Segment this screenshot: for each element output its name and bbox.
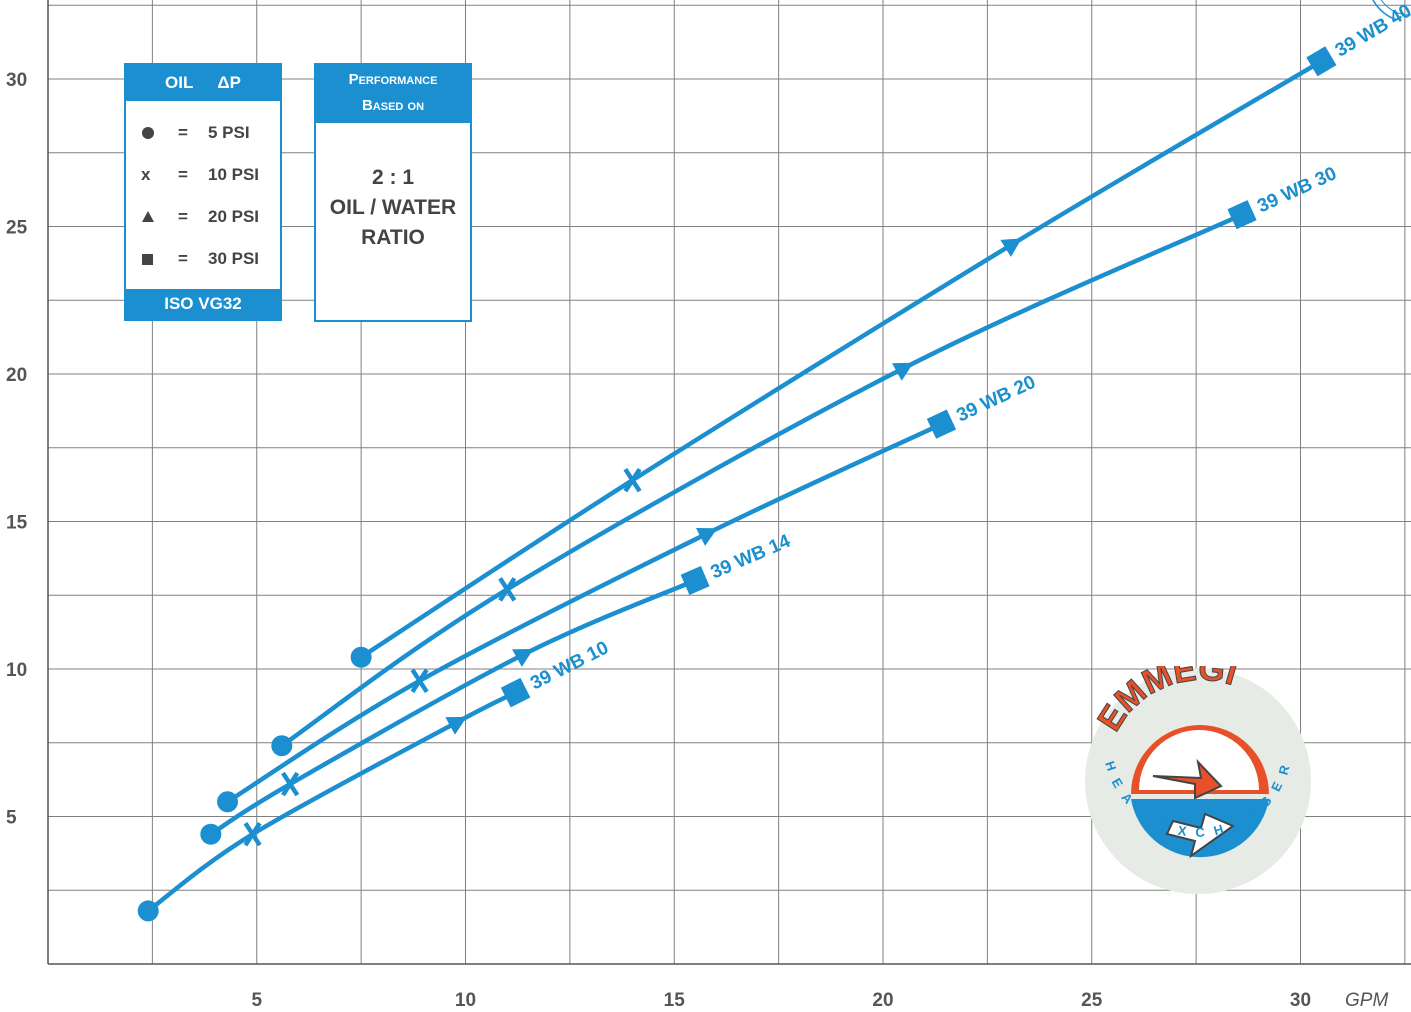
performance-header-line-1: Performance — [348, 71, 438, 88]
point-circle — [217, 791, 239, 813]
performance-body: 2 : 1 OIL / WATER RATIO — [316, 123, 470, 253]
x-tick-label: 25 — [1081, 990, 1103, 1011]
square-marker-icon — [142, 254, 153, 265]
performance-oil-water: OIL / WATER — [329, 196, 457, 219]
series-label: 39 WB 14 — [708, 531, 794, 584]
emmegi-logo: EMMEGI HEAT-EXCHANGERS — [1074, 649, 1313, 896]
legend-label-10psi: 10 PSI — [208, 165, 260, 184]
point-triangle — [695, 528, 718, 546]
x-tick-label: 10 — [455, 990, 476, 1011]
performance-header: Performance Based on — [316, 65, 470, 123]
legend-row-10psi: x = 10 PSI — [126, 155, 280, 195]
legend-equals: = — [178, 123, 188, 142]
point-square — [1306, 46, 1337, 77]
point-triangle — [1000, 238, 1022, 257]
legend-equals: = — [178, 249, 188, 268]
legend-label-5psi: 5 PSI — [208, 123, 250, 142]
point-square — [500, 677, 531, 708]
point-square — [680, 566, 710, 595]
point-circle — [350, 646, 372, 668]
series-line — [225, 421, 944, 804]
series-label: 39 WB 20 — [954, 372, 1039, 427]
legend-label-20psi: 20 PSI — [208, 207, 260, 226]
point-x — [281, 771, 300, 797]
legend-row-20psi: = 20 PSI — [126, 197, 280, 237]
legend-row-30psi: = 30 PSI — [126, 239, 280, 279]
legend-label-30psi: 30 PSI — [208, 249, 260, 268]
performance-ratio-label: RATIO — [361, 226, 425, 249]
corner-circle-decoration — [1350, 0, 1411, 24]
point-triangle — [512, 648, 534, 667]
x-axis-label: GPM — [1345, 990, 1388, 1011]
performance-note-box: Performance Based on 2 : 1 OIL / WATER R… — [314, 63, 472, 322]
series-line — [208, 578, 698, 837]
point-x — [410, 668, 429, 694]
point-square — [1227, 200, 1257, 230]
y-tick-label: 5 — [6, 808, 17, 829]
legend-equals: = — [178, 165, 188, 184]
legend-header-dp: ΔP — [217, 73, 241, 92]
x-tick-label: 15 — [664, 990, 686, 1011]
y-tick-label: 20 — [6, 365, 27, 386]
x-tick-label: 30 — [1290, 990, 1311, 1011]
y-tick-label: 10 — [6, 660, 27, 681]
series-39-wb-20: 39 WB 20 — [217, 372, 1039, 813]
series-39-wb-14: 39 WB 14 — [200, 531, 794, 845]
x-tick-label: 5 — [251, 990, 262, 1011]
series-line — [145, 690, 518, 914]
point-circle — [200, 823, 222, 845]
series-39-wb-40: 39 WB 40 — [350, 0, 1411, 668]
point-x — [243, 821, 262, 847]
point-x — [498, 577, 517, 602]
legend-header: OIL ΔP — [126, 65, 280, 101]
x-marker-icon: x — [141, 165, 151, 184]
performance-header-line-2: Based on — [361, 97, 425, 114]
y-tick-label: 25 — [6, 218, 28, 239]
point-square — [926, 409, 957, 439]
series-label: 39 WB 30 — [1254, 163, 1340, 217]
point-circle — [137, 900, 159, 922]
legend-footer: ISO VG32 — [126, 289, 280, 319]
point-x — [623, 467, 642, 493]
y-tick-label: 30 — [6, 70, 27, 91]
performance-ratio: 2 : 1 — [371, 166, 415, 189]
point-circle — [271, 735, 293, 757]
triangle-marker-icon — [142, 211, 154, 222]
marker-legend-box: OIL ΔP = 5 PSI x = 10 PSI = 20 PSI = 30 P… — [124, 63, 282, 321]
series-line — [358, 59, 1324, 660]
y-tick-label: 15 — [6, 513, 28, 534]
chart-axes: 5 10 15 20 25 30 5 10 15 20 25 30 GPM — [6, 0, 1411, 1011]
legend-header-oil: OIL — [165, 73, 194, 92]
x-tick-label: 20 — [872, 990, 893, 1011]
circle-marker-icon — [142, 127, 154, 139]
legend-row-5psi: = 5 PSI — [126, 113, 280, 153]
legend-equals: = — [178, 207, 188, 226]
series-line — [279, 212, 1245, 748]
point-triangle — [445, 716, 467, 735]
point-triangle — [892, 362, 914, 381]
